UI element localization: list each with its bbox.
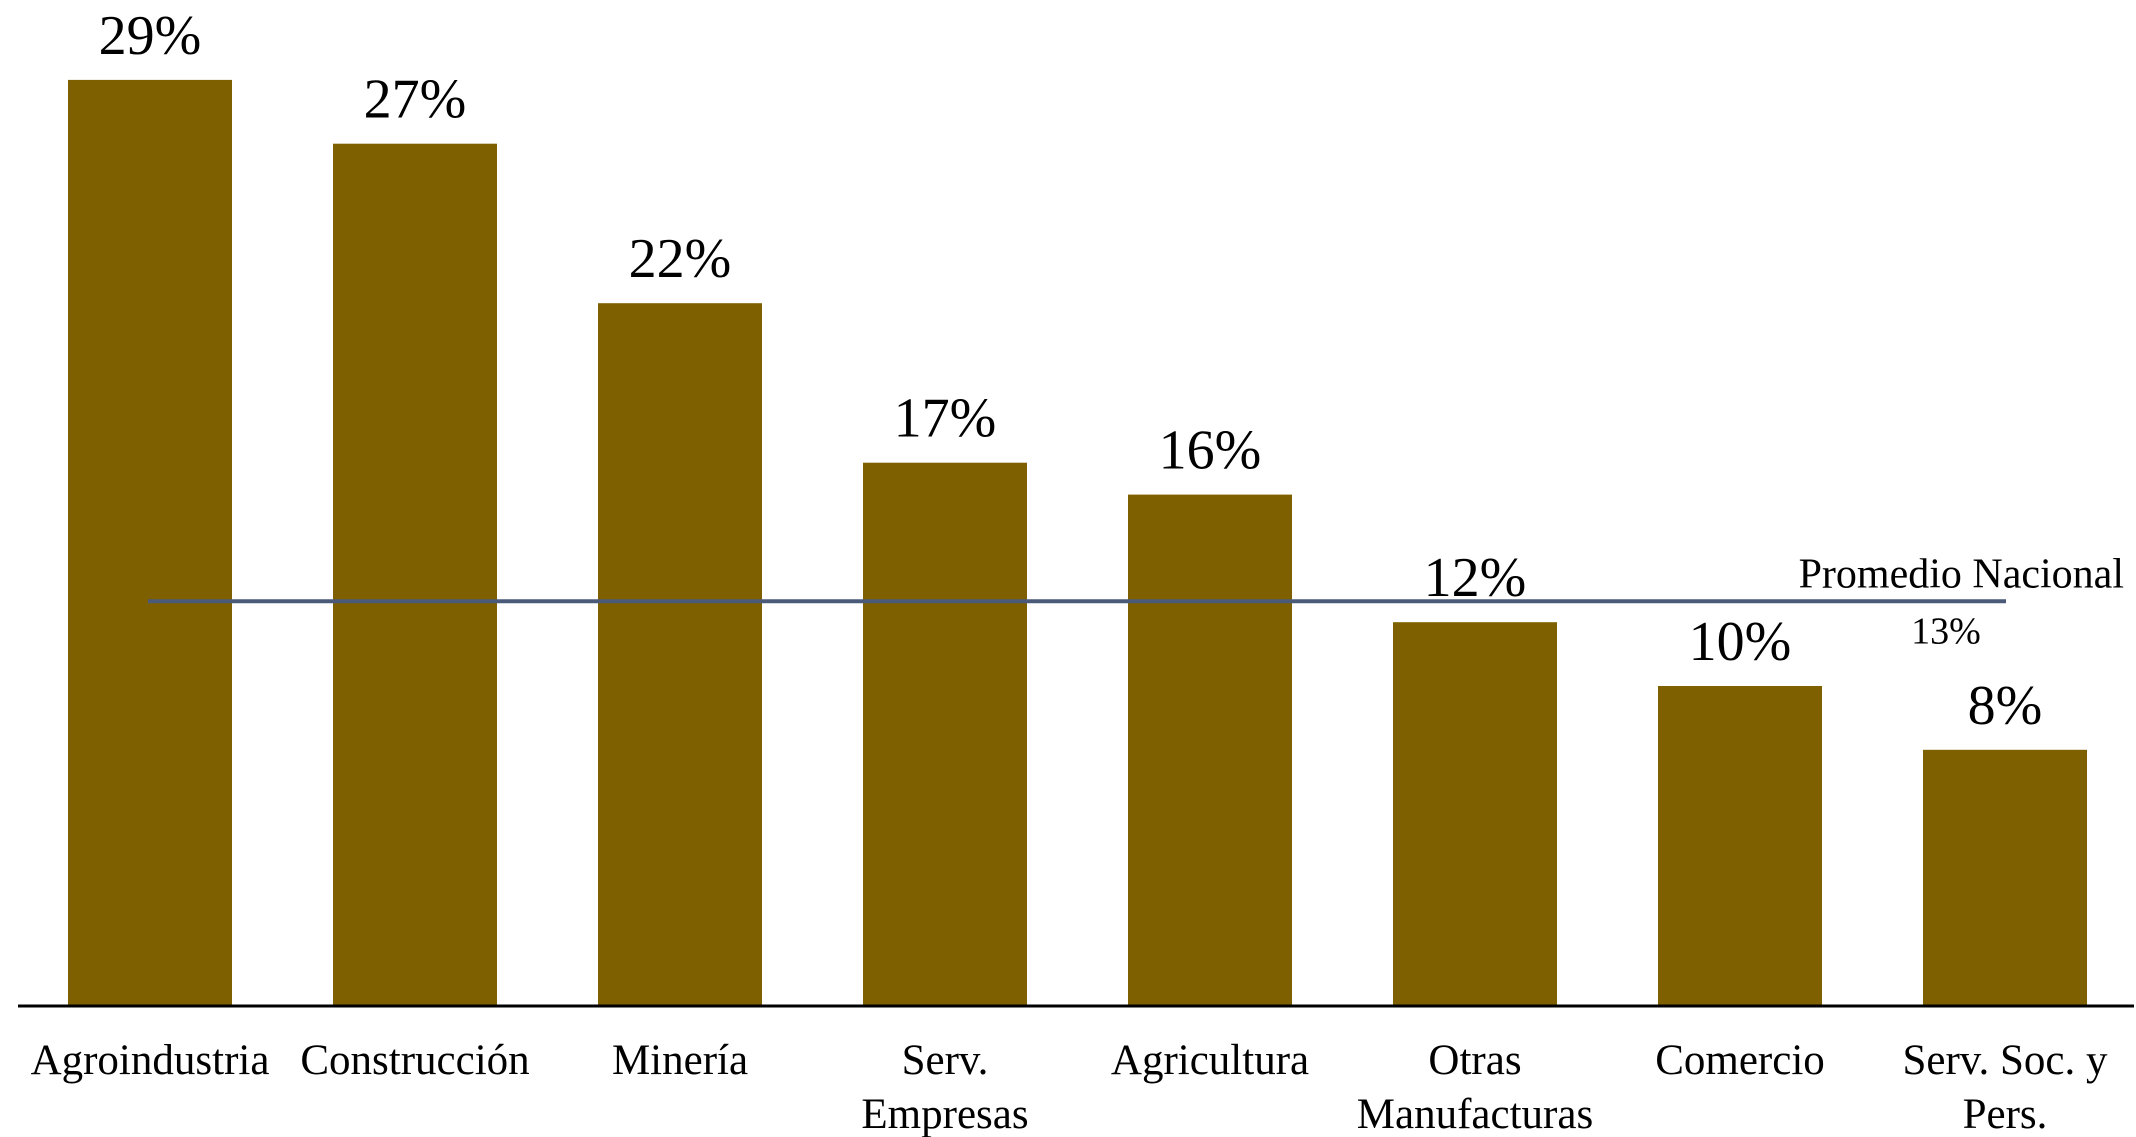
data-label: 27% bbox=[364, 69, 467, 131]
bar bbox=[598, 303, 762, 1005]
reference-line-layer: Promedio Nacional 13% bbox=[148, 551, 2124, 652]
category-label: Otras bbox=[1428, 1037, 1521, 1084]
bar bbox=[1923, 749, 2087, 1005]
data-label: 12% bbox=[1424, 547, 1527, 609]
category-label: Manufacturas bbox=[1357, 1091, 1593, 1137]
category-label: Serv. bbox=[902, 1037, 989, 1084]
category-label: Agricultura bbox=[1111, 1037, 1309, 1084]
reference-line-label: Promedio Nacional bbox=[1799, 551, 2124, 597]
labels-layer: 29% Agroindustria 27% Construcción 22% Minerí… bbox=[31, 5, 2108, 1137]
bar bbox=[1128, 494, 1292, 1005]
bar bbox=[863, 462, 1027, 1005]
data-label: 8% bbox=[1968, 675, 2043, 737]
reference-line-value: 13% bbox=[1911, 610, 1981, 652]
data-label: 17% bbox=[894, 388, 997, 450]
data-label: 22% bbox=[629, 228, 732, 290]
data-label: 29% bbox=[99, 5, 202, 67]
bars-layer bbox=[68, 79, 2087, 1005]
category-label: Minería bbox=[612, 1037, 748, 1084]
category-label: Comercio bbox=[1655, 1037, 1825, 1084]
category-label: Construcción bbox=[300, 1037, 529, 1084]
category-label: Empresas bbox=[861, 1091, 1028, 1137]
bar bbox=[1658, 686, 1822, 1005]
category-label: Pers. bbox=[1963, 1091, 2048, 1137]
bar bbox=[1393, 622, 1557, 1005]
data-label: 10% bbox=[1689, 611, 1792, 673]
bar bbox=[68, 79, 232, 1005]
category-label: Agroindustria bbox=[31, 1037, 270, 1084]
category-label: Serv. Soc. y bbox=[1902, 1037, 2108, 1084]
bar bbox=[333, 143, 497, 1005]
data-label: 16% bbox=[1159, 420, 1262, 482]
